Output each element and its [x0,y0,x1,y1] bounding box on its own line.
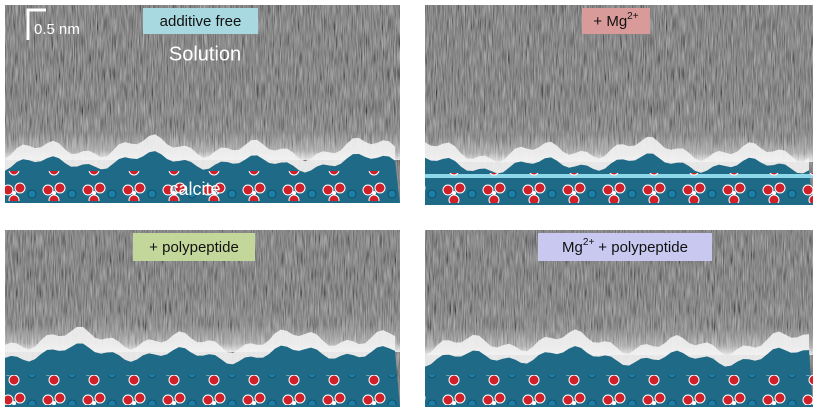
ions [5,375,400,405]
solution-label: Solution [169,43,241,65]
panel: + Mg2+ [425,5,813,205]
label-superscript: 2+ [583,237,595,248]
calcite-label: calcite [169,179,220,199]
ions [425,173,813,203]
scale-bar-label: 0.5 nm [34,21,80,38]
label-text: Mg [562,239,583,256]
ions [425,375,813,405]
label-superscript: 2+ [627,11,639,22]
panel: + polypeptide [5,230,400,407]
panel-label: + polypeptide [149,239,239,256]
label-text: + polypeptide [598,239,688,256]
label-text: additive free [160,13,242,30]
label-text: + polypeptide [149,239,239,256]
label-text: + Mg [593,13,627,30]
figure: additive free+ Mg2++ polypeptideMg2++ po… [0,0,813,407]
panel-label: additive free [160,13,242,30]
panel-image [425,5,813,205]
panel: Mg2++ polypeptide [425,230,813,407]
panel-label: Mg2++ polypeptide [562,237,688,256]
